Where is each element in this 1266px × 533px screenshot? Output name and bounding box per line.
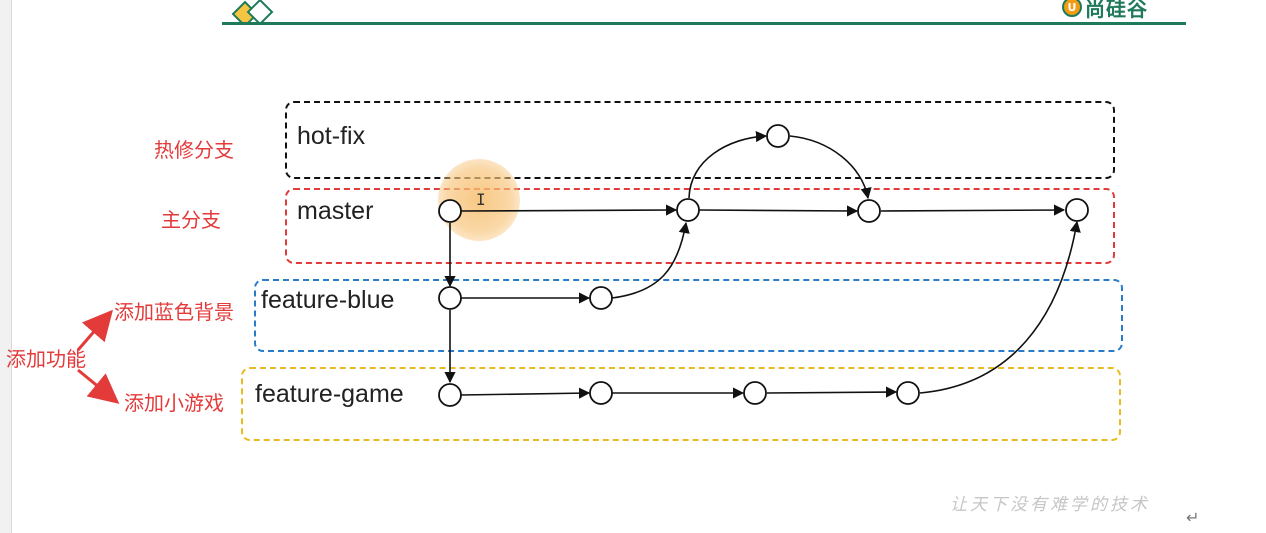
branch-label-feature-game: feature-game	[255, 380, 404, 408]
slogan-watermark: 让天下没有难学的技术	[950, 495, 1150, 515]
header-rule	[222, 22, 1186, 25]
note-add-feature: 添加功能	[6, 347, 86, 371]
branch-label-feature-blue: feature-blue	[261, 286, 395, 314]
note-mini-game: 添加小游戏	[124, 391, 224, 415]
edge-hotfix-out	[688, 130, 768, 199]
edge-game-1	[460, 387, 591, 399]
note-master: 主分支	[161, 208, 221, 232]
note-blue-background: 添加蓝色背景	[114, 300, 234, 324]
lane-feature-game	[241, 367, 1121, 441]
edge-game-merge	[919, 220, 1081, 394]
commit-node-master-3	[857, 199, 881, 223]
branch-label-hotfix: hot-fix	[297, 122, 366, 150]
brand-logo: U 尚硅谷	[1062, 0, 1148, 21]
brand-logo-mark	[231, 0, 274, 24]
edge-master-1	[460, 204, 678, 216]
commit-node-game-2	[589, 381, 613, 405]
commit-node-blue-1	[438, 286, 462, 310]
commit-node-game-4	[896, 381, 920, 405]
commit-node-master-4	[1065, 198, 1089, 222]
return-mark-icon: ↵	[1186, 508, 1200, 527]
document-margin	[0, 0, 12, 533]
edge-master-2	[698, 205, 859, 217]
commit-node-blue-2	[589, 286, 613, 310]
brand-badge-icon: U	[1062, 0, 1082, 17]
text-cursor-icon: I	[476, 190, 486, 209]
lane-hotfix	[285, 101, 1115, 179]
note-hotfix: 热修分支	[154, 138, 234, 162]
edge-blue-merge	[611, 221, 690, 299]
arrow-to-blue-note	[76, 309, 113, 351]
edge-master-3	[880, 204, 1066, 216]
lane-feature-blue	[254, 279, 1123, 352]
brand-name: 尚硅谷	[1085, 0, 1148, 21]
commit-node-master-1	[438, 199, 462, 223]
commit-node-master-2	[676, 198, 700, 222]
edge-game-3	[766, 386, 898, 398]
commit-node-game-1	[438, 383, 462, 407]
branch-label-master: master	[297, 197, 374, 225]
arrow-to-game-note	[77, 368, 120, 404]
commit-node-hotfix	[766, 124, 790, 148]
lane-master	[285, 188, 1115, 264]
edge-hotfix-merge	[789, 135, 872, 200]
commit-node-game-3	[743, 381, 767, 405]
